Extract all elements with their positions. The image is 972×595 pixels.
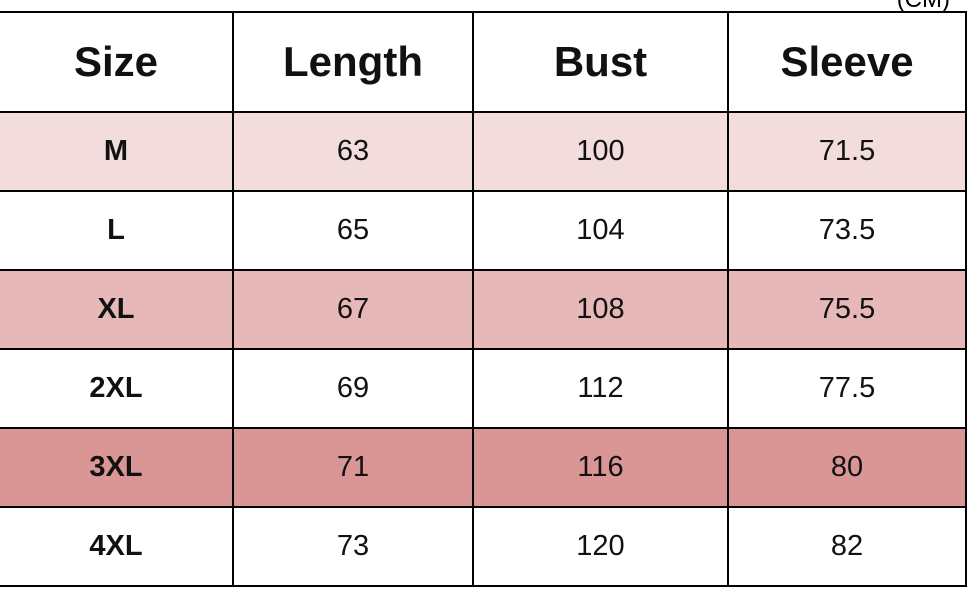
unit-label: (CM) — [897, 0, 950, 14]
measure-cell: 116 — [472, 427, 729, 508]
measure-cell: 104 — [472, 190, 729, 271]
size-cell: L — [0, 190, 234, 271]
header-cell: Bust — [472, 11, 729, 113]
measure-cell: 82 — [727, 506, 967, 587]
measure-cell: 75.5 — [727, 269, 967, 350]
table-row: 3XL 71 116 80 — [0, 427, 967, 508]
measure-cell: 67 — [232, 269, 474, 350]
table-row: M 63 100 71.5 — [0, 111, 967, 192]
measure-cell: 108 — [472, 269, 729, 350]
header-cell: Length — [232, 11, 474, 113]
measure-cell: 65 — [232, 190, 474, 271]
table-row: 2XL 69 112 77.5 — [0, 348, 967, 429]
table-row: L 65 104 73.5 — [0, 190, 967, 271]
measure-cell: 71.5 — [727, 111, 967, 192]
measure-cell: 80 — [727, 427, 967, 508]
header-cell: Size — [0, 11, 234, 113]
measure-cell: 112 — [472, 348, 729, 429]
measure-cell: 120 — [472, 506, 729, 587]
measure-cell: 69 — [232, 348, 474, 429]
table-body: M 63 100 71.5 L 65 104 73.5 XL 67 108 75.5 2XL 69 112 7… — [0, 111, 967, 587]
size-table: Size Length Bust Sleeve M 63 100 71.5 L 65 104 73.… — [0, 11, 967, 587]
size-cell: 3XL — [0, 427, 234, 508]
size-cell: 4XL — [0, 506, 234, 587]
size-cell: XL — [0, 269, 234, 350]
measure-cell: 63 — [232, 111, 474, 192]
table-row: XL 67 108 75.5 — [0, 269, 967, 350]
table-row: 4XL 73 120 82 — [0, 506, 967, 587]
size-cell: 2XL — [0, 348, 234, 429]
header-cell: Sleeve — [727, 11, 967, 113]
measure-cell: 77.5 — [727, 348, 967, 429]
measure-cell: 100 — [472, 111, 729, 192]
table-header: Size Length Bust Sleeve — [0, 11, 967, 113]
header-row: Size Length Bust Sleeve — [0, 11, 967, 113]
measure-cell: 71 — [232, 427, 474, 508]
size-cell: M — [0, 111, 234, 192]
measure-cell: 73 — [232, 506, 474, 587]
measure-cell: 73.5 — [727, 190, 967, 271]
